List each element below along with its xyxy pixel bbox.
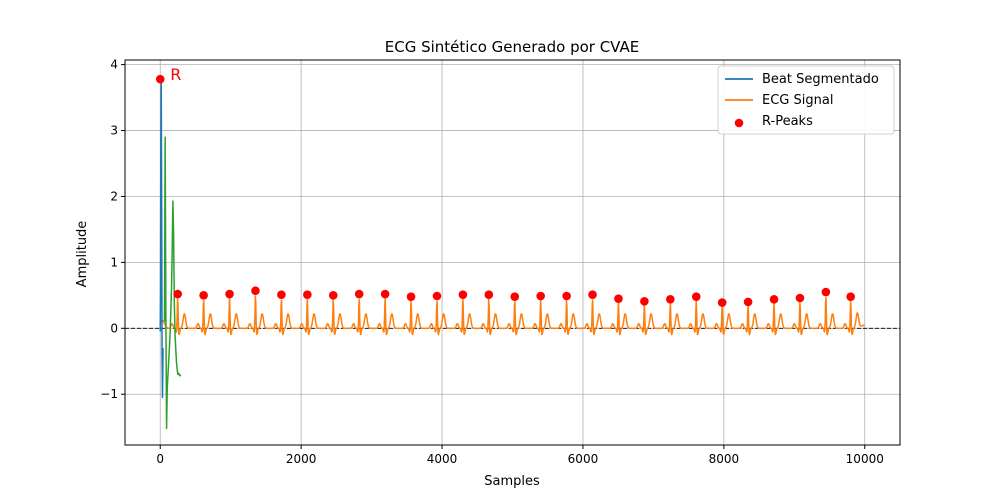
- r-peak-point: [432, 291, 442, 301]
- y-tick-label: 3: [110, 124, 118, 138]
- r-peak-point: [277, 290, 286, 299]
- y-axis-title: Amplitude: [75, 221, 90, 288]
- r-peak-point: [536, 291, 545, 301]
- r-peak-point: [510, 292, 520, 301]
- axes: 0 2000 4000 6000 8000 10000 −1 0 1 2 3 4: [100, 58, 901, 466]
- chart-title: ECG Sintético Generado por CVAE: [385, 38, 639, 56]
- x-axis-title: Samples: [484, 474, 540, 489]
- r-peak-point: [328, 291, 338, 300]
- x-tick-label: 0: [156, 452, 164, 466]
- r-peak-point: [743, 297, 753, 307]
- r-peak-point: [795, 293, 805, 303]
- legend: Beat Segmentado ECG Signal R-Peaks: [717, 65, 895, 135]
- r-peak-point: [640, 296, 649, 306]
- r-peak-point: [588, 290, 597, 299]
- r-peak-annotation: R: [170, 65, 181, 84]
- x-tick-label: 6000: [568, 452, 599, 466]
- y-tick-label: 2: [110, 189, 118, 203]
- x-tick-label: 4000: [427, 452, 458, 466]
- r-peak-point: [458, 290, 468, 299]
- legend-label: Beat Segmentado: [762, 72, 879, 87]
- r-peak-point: [821, 287, 831, 297]
- x-tick-label: 10000: [846, 452, 884, 466]
- y-tick-label: 1: [110, 255, 118, 269]
- green-beat-line: [163, 136, 182, 430]
- ecg-signal-line: [159, 295, 865, 336]
- r-peak-point: [769, 295, 779, 304]
- x-tick-label: 2000: [286, 452, 317, 466]
- series-layer: R: [155, 65, 865, 430]
- r-peak-point: [614, 294, 623, 303]
- r-peak-point: [846, 292, 855, 301]
- legend-swatch-dot: [734, 118, 744, 128]
- r-peak-point: [562, 291, 571, 301]
- r-peak-point: [303, 290, 312, 299]
- r-peak-point: [173, 289, 182, 299]
- r-peak-point: [406, 292, 416, 301]
- r-peak-point: [354, 289, 364, 299]
- x-tick-label: 8000: [709, 452, 740, 466]
- r-peak-point: [225, 289, 234, 299]
- r-peak-point: [484, 290, 494, 299]
- y-tick-label: −1: [100, 387, 118, 401]
- y-tick-label: 4: [110, 58, 118, 72]
- r-peak-point: [380, 289, 390, 299]
- r-peak-point: [199, 291, 208, 300]
- legend-box: [717, 65, 895, 135]
- r-peak-point: [717, 298, 727, 307]
- plot-frame: [124, 59, 901, 446]
- y-tick-label: 0: [110, 321, 118, 335]
- legend-label: ECG Signal: [762, 93, 833, 108]
- r-peak-point: [666, 295, 675, 304]
- r-peak-point: [691, 292, 701, 301]
- beat-segmentado-line: [159, 78, 164, 399]
- r-peak-point: [251, 286, 260, 296]
- legend-label: R-Peaks: [762, 114, 813, 129]
- r-peak-point: [155, 74, 165, 84]
